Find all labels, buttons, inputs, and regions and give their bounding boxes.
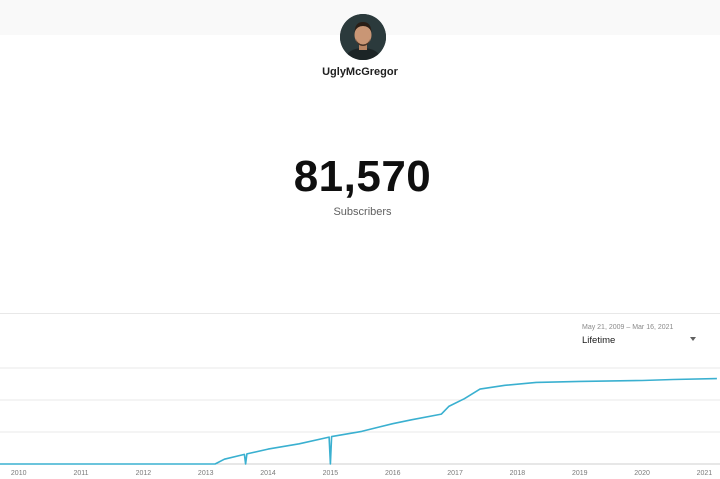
x-tick-label: 2014 [260, 470, 276, 477]
x-tick-label: 2019 [572, 470, 588, 477]
x-tick-label: 2018 [510, 470, 526, 477]
channel-avatar[interactable] [340, 14, 386, 60]
section-divider [0, 313, 720, 314]
date-range-value: Lifetime [582, 335, 616, 346]
chevron-down-icon [690, 337, 696, 341]
x-tick-label: 2017 [447, 470, 463, 477]
subscriber-count: 81,570 [293, 152, 432, 201]
channel-name[interactable]: UglyMcGregor [322, 66, 398, 78]
x-tick-label: 2016 [385, 470, 401, 477]
x-tick-label: 2010 [11, 470, 27, 477]
avatar-image [340, 14, 386, 60]
series-line [0, 377, 717, 465]
x-tick-label: 2021 [697, 470, 713, 477]
x-tick-label: 2011 [74, 470, 89, 477]
subscriber-chart: 2010 2011 2012 2013 2014 2015 2016 2017 2018 2019… [0, 367, 720, 477]
x-tick-label: 2012 [136, 470, 152, 477]
subscriber-label: Subscribers [333, 206, 392, 218]
x-tick-label: 2013 [198, 470, 214, 477]
date-range-dates: May 21, 2009 – Mar 16, 2021 [582, 324, 674, 331]
date-range-dropdown[interactable]: May 21, 2009 – Mar 16, 2021 Lifetime [582, 324, 702, 350]
x-tick-label: 2015 [323, 470, 339, 477]
x-tick-label: 2020 [634, 470, 650, 477]
